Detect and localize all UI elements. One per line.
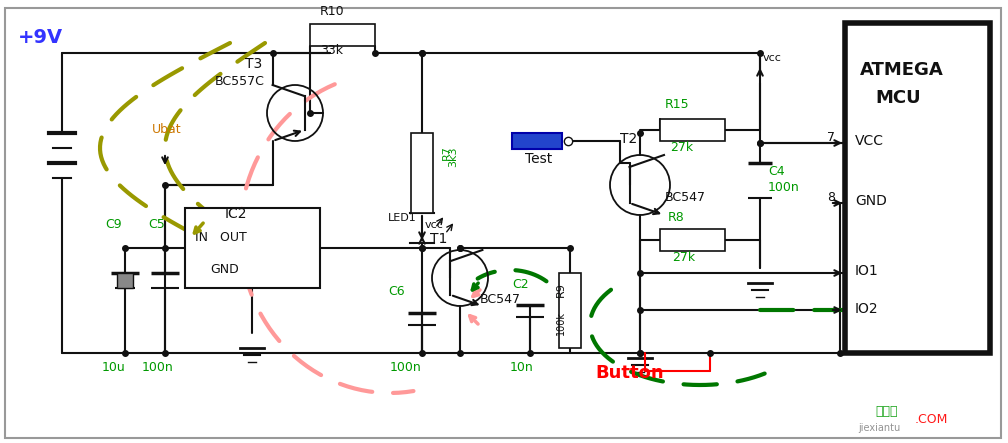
Text: T1: T1: [430, 232, 448, 246]
Bar: [411, 133, 433, 213]
Text: 100n: 100n: [142, 361, 173, 374]
Text: T3: T3: [245, 57, 262, 71]
Text: Ubat: Ubat: [152, 123, 181, 136]
Text: BC557C: BC557C: [215, 75, 265, 88]
Bar: [117, 273, 133, 288]
Bar: [845, 23, 990, 353]
Text: C4: C4: [768, 165, 784, 178]
Bar: [660, 229, 725, 251]
Text: 接线图: 接线图: [875, 405, 897, 418]
Text: R8: R8: [668, 211, 684, 224]
Text: 27k: 27k: [672, 251, 696, 264]
Text: jiexiantu: jiexiantu: [858, 423, 900, 433]
Text: 33k: 33k: [320, 44, 343, 57]
Text: 7: 7: [827, 131, 835, 144]
Text: ATMEGA: ATMEGA: [860, 61, 943, 79]
Text: 27k: 27k: [670, 141, 694, 154]
Text: 100n: 100n: [768, 181, 799, 194]
Text: .COM: .COM: [915, 413, 949, 426]
Text: Button: Button: [595, 364, 663, 382]
Text: C9: C9: [105, 218, 122, 231]
Text: MCU: MCU: [875, 89, 920, 107]
Text: BC547: BC547: [665, 191, 706, 204]
Bar: [185, 208, 320, 288]
Text: 8: 8: [827, 191, 835, 204]
Bar: [559, 273, 581, 348]
Text: Test: Test: [525, 152, 552, 166]
Text: GND: GND: [855, 194, 887, 208]
Bar: [512, 133, 562, 149]
Text: 3k3: 3k3: [448, 147, 458, 167]
Text: R15: R15: [665, 98, 689, 111]
Text: vcc: vcc: [425, 220, 444, 230]
Text: BC547: BC547: [480, 293, 521, 306]
Bar: [660, 119, 725, 141]
Bar: [310, 24, 375, 46]
Text: T2: T2: [620, 132, 637, 146]
Text: 100k: 100k: [556, 311, 566, 335]
Text: IC2: IC2: [225, 207, 248, 221]
Text: R7: R7: [442, 145, 452, 160]
Text: IN   OUT: IN OUT: [195, 231, 247, 244]
Text: 100n: 100n: [390, 361, 421, 374]
Text: C6: C6: [388, 285, 404, 298]
Text: GND: GND: [210, 263, 239, 276]
Text: R10: R10: [320, 5, 345, 18]
Text: 10u: 10u: [102, 361, 126, 374]
Text: vcc: vcc: [763, 53, 782, 63]
Text: LED1: LED1: [388, 213, 416, 223]
Text: IO2: IO2: [855, 302, 879, 316]
Text: VCC: VCC: [855, 134, 884, 148]
Text: C5: C5: [148, 218, 164, 231]
Text: C2: C2: [512, 278, 528, 291]
Text: R9: R9: [556, 282, 566, 297]
Text: 10n: 10n: [510, 361, 534, 374]
Text: IO1: IO1: [855, 264, 879, 278]
Text: +9V: +9V: [18, 28, 64, 47]
